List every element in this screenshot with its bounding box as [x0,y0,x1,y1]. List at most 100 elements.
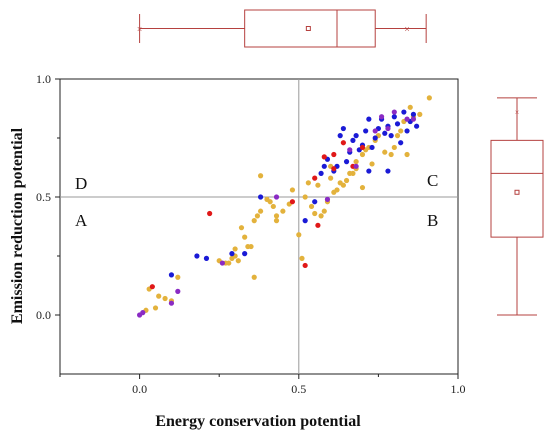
scatter-point-blue [242,251,248,257]
quadrant-label-b: B [427,211,438,230]
scatter-point-red [321,154,327,160]
scatter-point-red [312,175,318,181]
scatter-point-blue [388,133,394,139]
scatter-point-orange [299,255,305,261]
scatter-point-blue [168,272,175,278]
scatter-point-orange [404,151,410,158]
scatter-point-blue [382,130,388,136]
scatter-point-orange [248,243,254,250]
scatter-point-purple [353,163,359,169]
scatter-point-orange [321,208,327,214]
scatter-points [137,95,432,318]
x-axis-label: Energy conservation potential [155,413,361,430]
x-box-iqr [244,9,376,48]
scatter-point-orange [318,213,324,219]
scatter-point-orange [273,213,280,219]
scatter-point-blue [343,159,350,165]
scatter-point-orange [312,210,318,217]
scatter-point-blue [203,255,210,261]
scatter-point-orange [308,203,315,210]
scatter-point-orange [394,133,401,139]
y-tick-label: 0.0 [36,308,51,322]
scatter-point-blue [398,140,404,146]
scatter-point-orange [267,199,273,205]
scatter-point-orange [270,203,276,210]
scatter-point-blue [194,253,200,259]
scatter-point-blue [257,194,264,200]
scatter-point-purple [175,288,181,294]
scatter-point-purple [273,194,280,200]
scatter-point-blue [369,144,375,151]
scatter-point-orange [315,182,321,188]
x-axis-ticks: 0.0 0.5 1.0 [59,374,466,396]
scatter-point-orange [353,159,359,165]
y-box-outlier: × [515,108,520,117]
scatter-point-blue [229,251,235,257]
scatter-point-orange [280,208,286,214]
scatter-point-orange [226,260,232,266]
scatter-point-orange [426,95,432,101]
x-box-mean [305,26,311,31]
scatter-point-red [315,222,321,228]
y-axis-label: Emission reduction potential [9,127,26,324]
y-tick-label: 1.0 [36,72,51,86]
scatter-point-blue [337,133,343,139]
scatter-point-orange [398,128,404,134]
scatter-point-orange [175,274,181,280]
scatter-point-orange [152,305,159,311]
scatter-point-orange [391,144,397,151]
scatter-point-orange [305,180,311,186]
quadrant-label-c: C [427,171,438,190]
scatter-point-orange [340,182,346,188]
quadrant-label-a: A [75,211,88,230]
scatter-point-red [207,210,213,217]
x-box-min-marker: × [137,25,143,36]
scatter-point-red [289,199,296,205]
scatter-point-orange [257,173,264,179]
scatter-point-purple [391,109,397,115]
scatter-point-blue [366,168,372,174]
scatter-point-blue [312,199,318,205]
scatter-point-purple [219,260,225,266]
y-box-iqr [490,139,544,238]
scatter-point-orange [407,104,413,110]
scatter-point-blue [363,128,369,134]
x-tick-label: 0.0 [132,382,147,396]
scatter-point-orange [242,234,248,240]
scatter-point-purple [140,310,146,316]
scatter-point-purple [347,147,353,153]
scatter-point-purple [324,196,331,202]
scatter-point-orange [254,213,261,219]
x-marginal-boxplot: × × [137,9,427,48]
scatter-point-orange [162,295,168,302]
scatter-point-blue [353,133,359,139]
scatter-point-blue [302,218,308,224]
y-axis-ticks: 0.0 0.5 1.0 [36,72,60,322]
scatter-point-blue [385,168,391,174]
scatter-point-orange [232,246,238,252]
scatter-point-red [340,140,346,146]
scatter-point-blue [318,170,324,176]
x-tick-label: 1.0 [451,382,466,396]
scatter-point-orange [388,151,394,158]
scatter-point-orange [359,184,366,191]
scatter-point-purple [385,125,391,132]
scatter-point-orange [251,218,257,224]
scatter-point-blue [340,125,346,132]
scatter-point-blue [410,111,417,117]
plot-area [59,78,459,375]
x-tick-label: 0.5 [291,382,306,396]
scatter-point-orange [302,194,308,200]
scatter-point-orange [235,258,241,264]
scatter-point-red [149,284,155,290]
scatter-point-blue [404,128,410,134]
scatter-point-purple [410,116,417,122]
y-tick-label: 0.5 [36,190,51,204]
scatter-point-orange [251,274,257,280]
scatter-point-purple [404,116,410,122]
scatter-point-orange [350,170,356,176]
scatter-point-blue [366,116,372,122]
scatter-point-purple [168,300,175,306]
scatter-point-red [302,262,308,269]
